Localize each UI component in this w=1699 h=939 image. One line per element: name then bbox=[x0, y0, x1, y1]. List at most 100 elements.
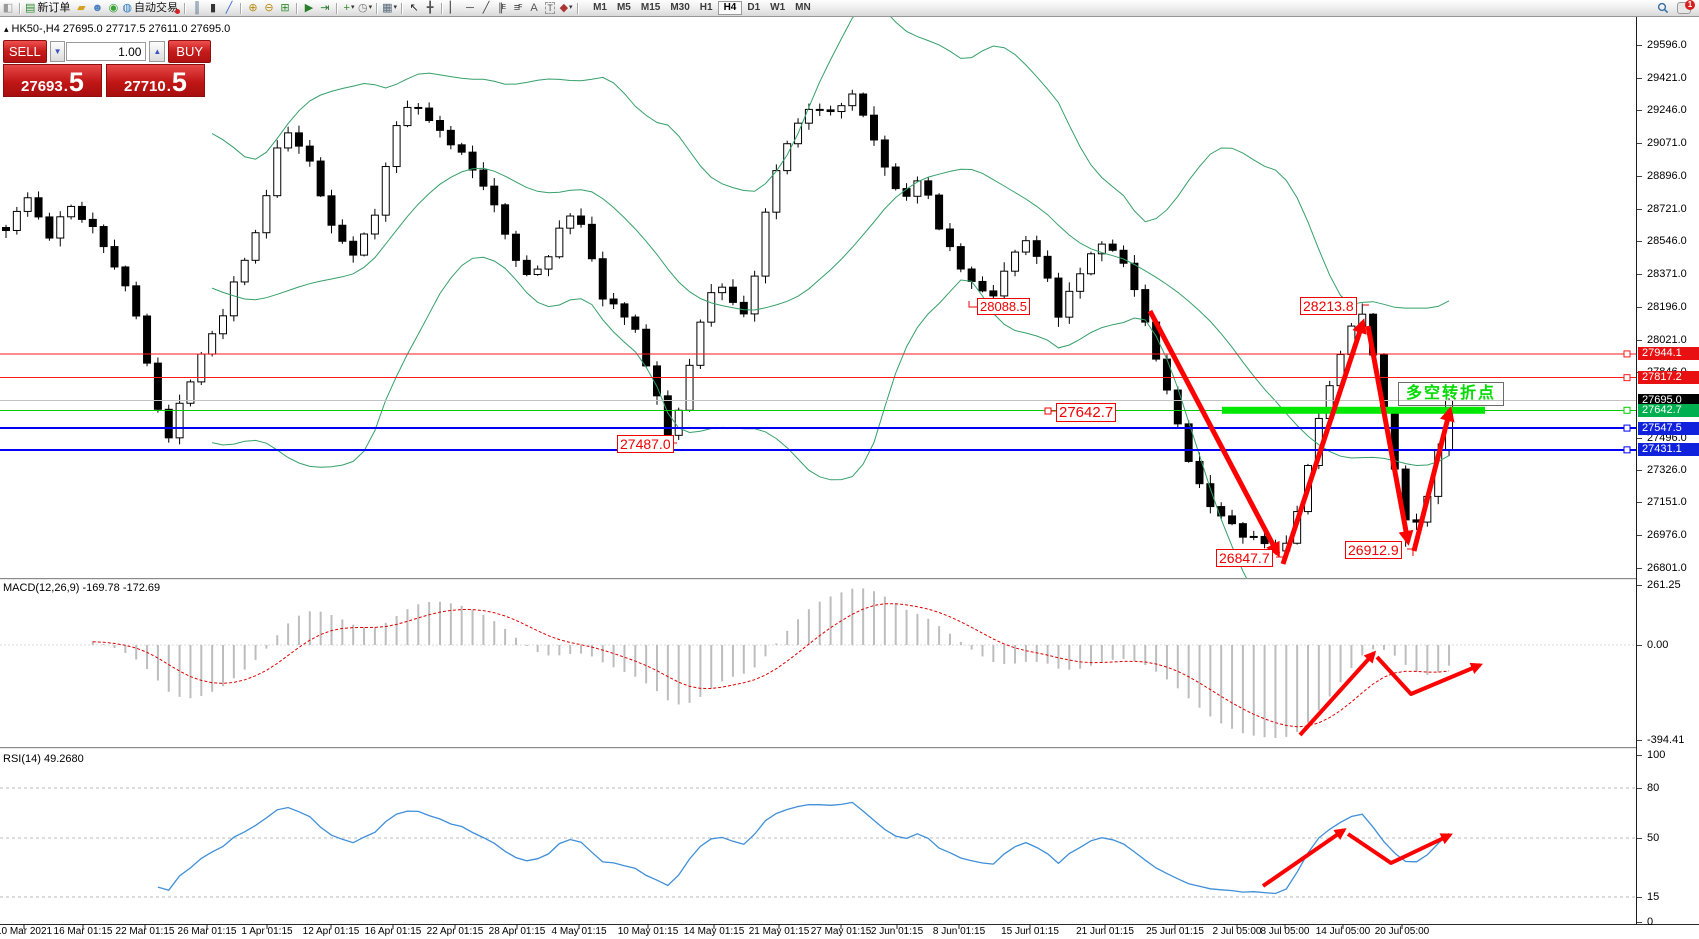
auto-trading-button[interactable]: ◍ 自动交易 bbox=[122, 2, 181, 14]
indicator-axis-tick: 80 bbox=[1647, 782, 1660, 794]
chart-shift-icon[interactable]: ⇥ bbox=[320, 2, 330, 14]
price-annotation: 28213.8 bbox=[1300, 297, 1357, 315]
indicator-axis-tick: -394.41 bbox=[1647, 734, 1685, 746]
bar-chart-icon[interactable]: ║ bbox=[193, 2, 201, 14]
sell-button[interactable]: SELL bbox=[3, 40, 47, 63]
time-axis-label: 26 Mar 01:15 bbox=[177, 926, 237, 937]
chart-area[interactable]: ▴ HK50-,H4 27695.0 27717.5 27611.0 27695.… bbox=[0, 16, 1699, 939]
time-axis-label: 14 Jul 05:00 bbox=[1315, 926, 1371, 937]
time-axis-label: 28 Apr 01:15 bbox=[488, 926, 546, 937]
toolbar-separator bbox=[296, 2, 299, 14]
timeframe-h1[interactable]: H1 bbox=[699, 2, 713, 13]
arrows-icon[interactable]: ◆ ▾ bbox=[559, 2, 573, 14]
axis-tick-mark bbox=[1637, 110, 1642, 112]
axis-tick-mark bbox=[1637, 755, 1642, 756]
macd-label: MACD(12,26,9) -169.78 -172.69 bbox=[3, 582, 161, 594]
time-axis-label: 21 Jun 01:15 bbox=[1076, 926, 1134, 937]
macd-canvas[interactable] bbox=[0, 580, 1636, 747]
toolbar-separator bbox=[184, 2, 187, 14]
timeframe-h4[interactable]: H4 bbox=[717, 1, 743, 15]
toolbar-separator bbox=[240, 2, 243, 14]
price-axis-tick: 27496.0 bbox=[1647, 431, 1687, 444]
time-axis-label: 22 Apr 01:15 bbox=[426, 926, 484, 937]
one-click-trading-panel: SELL ▼ ▲ BUY 27693.5 27710.5 bbox=[3, 40, 211, 97]
axis-tick-mark bbox=[1637, 306, 1642, 308]
symbol-ohlc-text: HK50-,H4 27695.0 27717.5 27611.0 27695.0 bbox=[11, 23, 231, 35]
fibonacci-icon[interactable]: ≡ F bbox=[513, 2, 523, 14]
turning-point-note: 多空转折点 bbox=[1398, 382, 1504, 406]
toolbar-separator bbox=[577, 2, 580, 14]
toolbar-separator bbox=[441, 2, 444, 14]
volume-up-button[interactable]: ▲ bbox=[149, 41, 166, 62]
text-label-icon[interactable]: T bbox=[545, 2, 555, 14]
price-axis-tick: 29421.0 bbox=[1647, 71, 1687, 84]
timeframe-m15[interactable]: M15 bbox=[640, 2, 661, 13]
tile-windows-icon[interactable]: ⊞ bbox=[280, 2, 290, 14]
timeframe-m1[interactable]: M1 bbox=[593, 2, 607, 13]
volume-input[interactable] bbox=[66, 42, 147, 61]
pane-separator-macd[interactable] bbox=[0, 578, 1699, 580]
timeframe-m5[interactable]: M5 bbox=[616, 2, 631, 13]
cursor-icon[interactable]: ↖ bbox=[409, 2, 419, 14]
period-icon[interactable]: ◷ ▾ bbox=[358, 2, 373, 14]
horizontal-line-icon[interactable]: ─ bbox=[466, 2, 474, 14]
timeframe-m30[interactable]: M30 bbox=[670, 2, 690, 13]
sell-price-pip: 5 bbox=[68, 67, 84, 97]
time-axis-label: 4 May 01:15 bbox=[551, 926, 607, 937]
price-axis-tick: 27151.0 bbox=[1647, 496, 1687, 509]
gold-symbol-icon[interactable]: ▰ bbox=[77, 2, 86, 14]
sell-price-display[interactable]: 27693. 5 bbox=[3, 64, 102, 97]
search-icon[interactable] bbox=[1656, 1, 1670, 15]
toolbar: ◧ ▤ 新订单 ▰ ☻ ◉ ◍ 自动交易 ║ ▮ ╱ ⊕ ⊖ ⊞ ▶ ⇥ + ▾ ◷ ▾ ▦ ▾ ↖ ╋ ▏ ─ ╱ ∥ E ≡ F A T ◆ ▾… bbox=[0, 0, 1699, 17]
timeframe-w1[interactable]: W1 bbox=[770, 2, 786, 13]
text-icon[interactable]: A bbox=[530, 2, 538, 14]
channel-icon[interactable]: ∥ E bbox=[497, 2, 507, 14]
auto-scroll-icon[interactable]: ▶ bbox=[304, 2, 314, 14]
main-chart-canvas[interactable] bbox=[0, 16, 1636, 578]
price-annotation: 26912.9 bbox=[1345, 541, 1402, 559]
pane-separator-rsi[interactable] bbox=[0, 747, 1699, 749]
new-order-button[interactable]: ▤ 新订单 bbox=[25, 2, 71, 14]
timeframe-d1[interactable]: D1 bbox=[747, 2, 761, 13]
clipped-icon[interactable]: ◧ bbox=[2, 2, 14, 14]
templates-icon[interactable]: ▦ ▾ bbox=[382, 2, 398, 14]
line-chart-icon[interactable]: ╱ bbox=[225, 2, 233, 14]
price-badge: 27547.5 bbox=[1638, 421, 1699, 435]
toolbar-separator bbox=[336, 2, 339, 14]
axis-tick-mark bbox=[1637, 241, 1642, 243]
buy-price-dot: . bbox=[166, 78, 171, 95]
time-axis-label: 12 Apr 01:15 bbox=[302, 926, 360, 937]
time-axis-label: 27 May 01:15 bbox=[810, 926, 872, 937]
time-scale[interactable]: 10 Mar 2021 16 Mar 01:15 22 Mar 01:15 26 Ma… bbox=[0, 925, 1699, 939]
indicator-axis-tick: 15 bbox=[1647, 891, 1660, 903]
trendline-icon[interactable]: ╱ bbox=[482, 2, 490, 14]
crosshair-icon[interactable]: ╋ bbox=[426, 2, 434, 14]
timeframe-mn[interactable]: MN bbox=[795, 2, 811, 13]
buy-price-display[interactable]: 27710. 5 bbox=[106, 64, 205, 97]
time-axis-label: 8 Jun 01:15 bbox=[932, 926, 986, 937]
axis-tick-mark bbox=[1637, 469, 1642, 471]
rsi-canvas[interactable] bbox=[0, 749, 1636, 924]
volume-down-button[interactable]: ▼ bbox=[49, 41, 66, 62]
candlestick-chart-icon[interactable]: ▮ bbox=[209, 2, 217, 14]
profile-icon[interactable]: ☻ bbox=[91, 2, 104, 14]
chat-icon[interactable]: 1 bbox=[1677, 0, 1695, 14]
time-axis-label: 2 Jul 05:00 bbox=[1212, 926, 1262, 937]
buy-button[interactable]: BUY bbox=[168, 40, 211, 63]
zoom-in-icon[interactable]: ⊕ bbox=[248, 2, 258, 14]
add-indicator-icon[interactable]: + ▾ bbox=[343, 2, 355, 14]
time-axis-label: 10 Mar 2021 bbox=[0, 926, 53, 937]
time-axis-label: 21 May 01:15 bbox=[748, 926, 810, 937]
zoom-out-icon[interactable]: ⊖ bbox=[264, 2, 274, 14]
collapse-arrow-icon[interactable]: ▴ bbox=[4, 24, 9, 34]
vertical-line-icon[interactable]: ▏ bbox=[449, 2, 459, 14]
sell-price-main: 27693 bbox=[21, 78, 63, 95]
price-badge: 27695.0 bbox=[1638, 394, 1699, 407]
price-scale[interactable]: 29596.0 29421.0 29246.0 29071.0 28896.0 28721… bbox=[1636, 16, 1699, 928]
axis-tick-mark bbox=[1637, 143, 1642, 145]
time-axis-label: 25 Jun 01:15 bbox=[1146, 926, 1204, 937]
time-axis-label: 22 Mar 01:15 bbox=[115, 926, 175, 937]
signal-icon[interactable]: ◉ bbox=[108, 2, 119, 14]
time-axis-label: 16 Apr 01:15 bbox=[364, 926, 422, 937]
chart-title: ▴ HK50-,H4 27695.0 27717.5 27611.0 27695.… bbox=[4, 23, 230, 35]
